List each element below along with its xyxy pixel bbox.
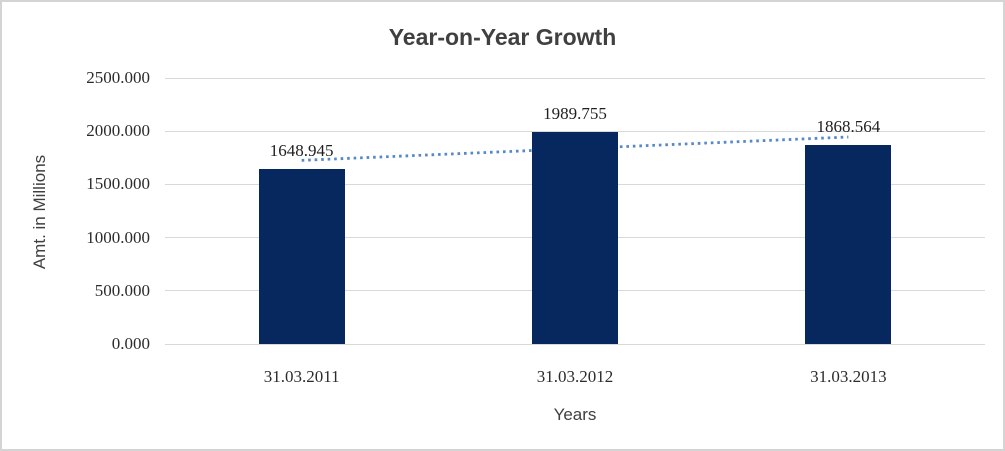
chart-title: Year-on-Year Growth — [388, 24, 617, 50]
x-axis-title: Years — [553, 405, 597, 424]
bar — [532, 132, 618, 344]
bar — [805, 145, 892, 344]
gridline — [165, 343, 985, 345]
gridline — [165, 77, 985, 79]
y-tick-label: 500.000 — [94, 280, 150, 300]
bar — [258, 168, 345, 344]
x-tick-label: 31.03.2012 — [536, 367, 614, 386]
y-tick-label: 2500.000 — [86, 68, 150, 87]
data-label: 1648.945 — [269, 140, 334, 160]
y-tick-label: 1000.000 — [86, 227, 150, 247]
y-axis-title: Amt. in Millions — [30, 154, 49, 270]
plot-area — [165, 77, 985, 345]
y-tick-label: 1500.000 — [86, 174, 150, 194]
data-label: 1989.755 — [543, 104, 607, 124]
y-tick-label: 2000.000 — [86, 121, 150, 141]
y-tick-label: 0.000 — [111, 334, 150, 353]
x-tick-label: 31.03.2011 — [263, 367, 340, 386]
x-tick-label: 31.03.2013 — [810, 367, 887, 386]
gridline — [165, 130, 985, 132]
data-label: 1868.564 — [816, 117, 881, 137]
